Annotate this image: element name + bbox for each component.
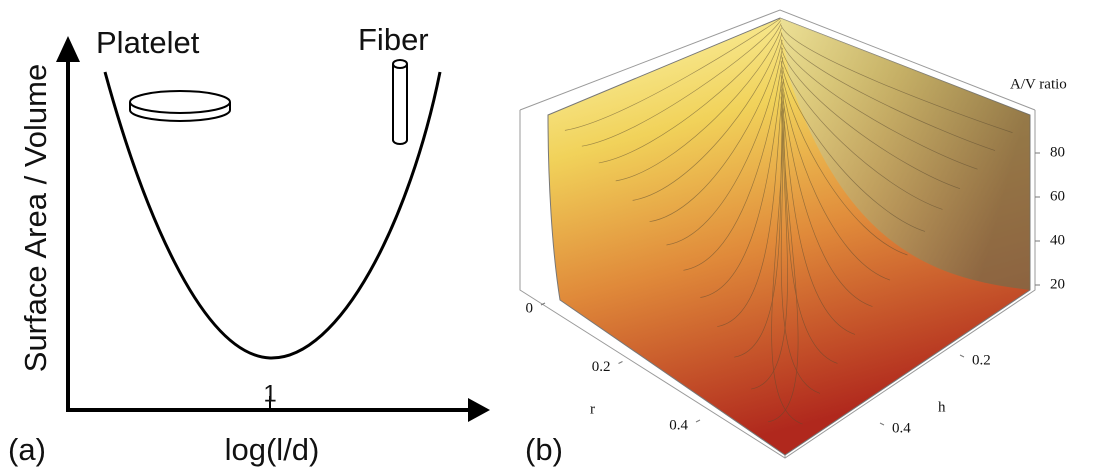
platelet-icon (129, 90, 231, 122)
y-tick (959, 354, 965, 358)
annotation: Fiber (358, 22, 429, 57)
x-tick (618, 361, 623, 364)
y-arrow (56, 36, 80, 62)
x-tick-label: 0.2 (592, 359, 611, 375)
surface-shade (780, 18, 1030, 290)
mesh-line (632, 33, 783, 201)
mesh-line (780, 103, 821, 394)
mesh-line (780, 39, 978, 170)
x-arrow (468, 398, 490, 422)
mesh-line (666, 47, 783, 246)
mesh-line (564, 18, 781, 131)
x-tick-label: 1 (263, 380, 276, 407)
x-axis-label: log(l/d) (225, 432, 320, 467)
x-tick-label: 0.4 (669, 417, 688, 433)
mesh-line (780, 25, 1013, 133)
mesh-line (581, 20, 782, 147)
annotation: Platelet (96, 25, 200, 60)
mesh-line (649, 39, 783, 223)
mesh-line (780, 32, 996, 151)
mesh-line (771, 110, 803, 425)
mesh-line (768, 121, 799, 423)
x-tick-label: 0 (526, 300, 534, 316)
mesh-line (780, 75, 891, 281)
curve (103, 71, 442, 360)
x-tick (540, 302, 546, 306)
mesh-line (598, 23, 782, 164)
z-tick-label: 60 (1050, 188, 1065, 204)
mesh-line (700, 67, 784, 298)
z-tick-label: 40 (1050, 232, 1065, 248)
y-axis-label: Surface Area / Volume (18, 64, 53, 372)
mesh-line (751, 106, 788, 390)
mesh-line (780, 60, 926, 232)
fiber-icon (392, 59, 408, 145)
mesh-line (683, 57, 784, 271)
y-tick (879, 422, 885, 426)
z-tick-label: 80 (1050, 144, 1065, 160)
panel-label: (b) (525, 432, 563, 467)
mesh-line (780, 67, 908, 256)
mesh-line (717, 79, 784, 327)
mesh-line (615, 27, 782, 182)
x-tick (695, 419, 701, 423)
panel-a: 1 Platelet Fiber Surface Area / Volume l… (8, 22, 490, 467)
mesh-line (780, 46, 961, 190)
y-tick-label: 0.4 (892, 420, 911, 436)
x-axis-label: r (590, 401, 595, 417)
z-axis-label: A/V ratio (1010, 76, 1067, 92)
mesh-line (780, 53, 943, 210)
z-tick-label: 20 (1050, 276, 1065, 292)
y-tick-label: 0.2 (972, 352, 991, 368)
mesh-line (780, 82, 873, 307)
y-axis-label: h (938, 399, 946, 415)
surface-mesh (564, 18, 1013, 425)
panel-b: A/V ratio r h (b) 0 0.2 0.4 0.2 0.4 20 40 60 80 (519, 9, 1067, 467)
panel-label: (a) (8, 432, 46, 467)
